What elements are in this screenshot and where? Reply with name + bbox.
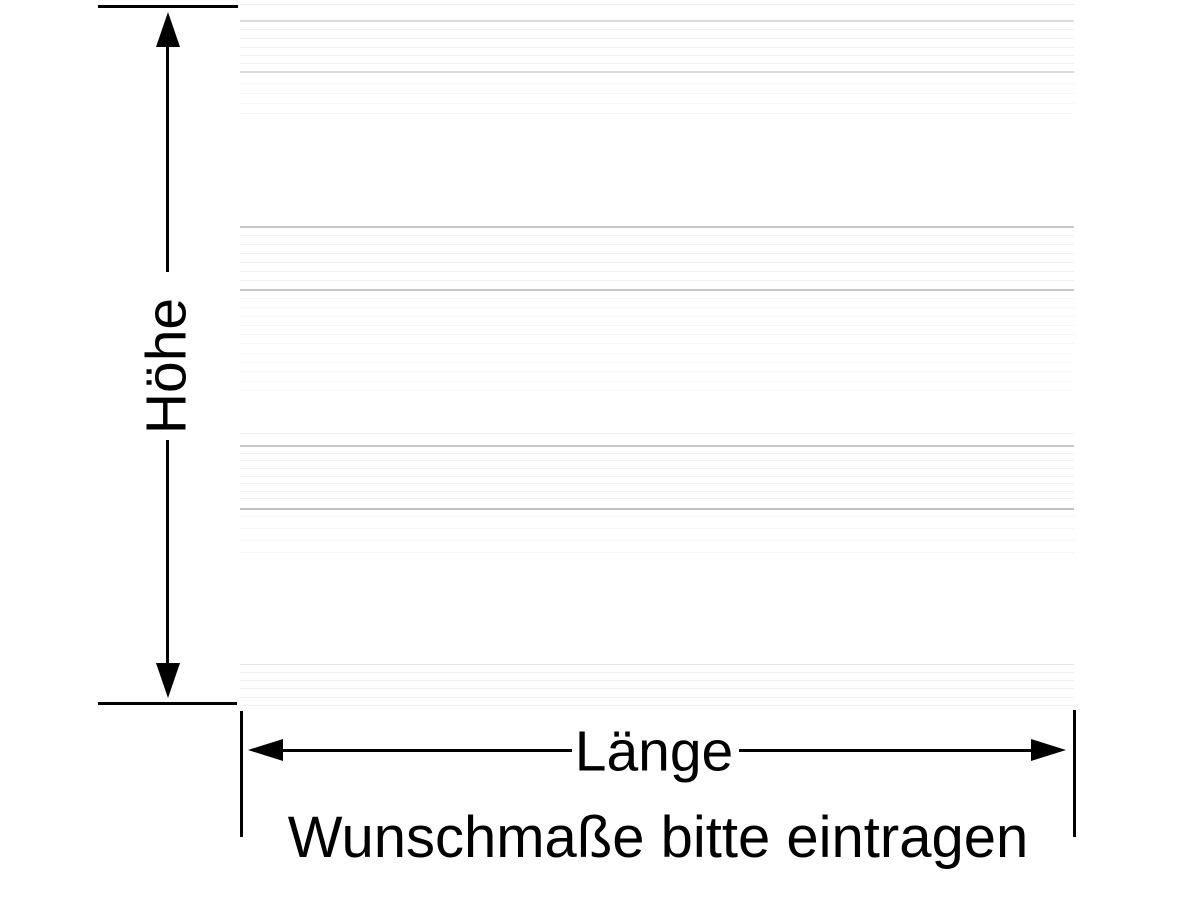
length-dimension-line-right — [739, 749, 1033, 752]
product-panel-image — [240, 0, 1074, 710]
panel-groove-line — [240, 353, 1074, 354]
panel-groove-line — [240, 244, 1074, 245]
panel-groove-line — [240, 516, 1074, 517]
panel-groove-line — [240, 93, 1074, 94]
panel-groove-line — [240, 55, 1074, 56]
length-dimension-line-left — [278, 749, 572, 752]
panel-groove-line — [240, 445, 1074, 447]
panel-groove-line — [240, 381, 1074, 382]
panel-groove-line — [240, 113, 1074, 114]
panel-groove-line — [240, 307, 1074, 308]
panel-groove-line — [240, 63, 1074, 64]
panel-groove-line — [240, 371, 1074, 372]
panel-groove-line — [240, 253, 1074, 254]
height-bottom-tick — [98, 702, 237, 705]
panel-groove-line — [240, 362, 1074, 363]
panel-groove-line — [240, 528, 1074, 529]
panel-groove-line — [240, 697, 1074, 698]
panel-groove-line — [240, 508, 1074, 510]
panel-groove-line — [240, 334, 1074, 335]
panel-groove-line — [240, 705, 1074, 706]
panel-groove-line — [240, 262, 1074, 263]
panel-groove-line — [240, 453, 1074, 454]
length-left-tick — [240, 711, 243, 837]
arrow-down-icon — [156, 663, 180, 698]
panel-groove-line — [240, 672, 1074, 673]
panel-groove-line — [240, 4, 1074, 5]
panel-groove-line — [240, 289, 1074, 291]
arrow-left-icon — [248, 739, 283, 761]
height-dimension-line-lower — [166, 440, 169, 666]
panel-groove-line — [240, 235, 1074, 236]
panel-groove-line — [240, 433, 1074, 434]
panel-groove-line — [240, 71, 1074, 73]
panel-groove-line — [240, 343, 1074, 344]
panel-groove-line — [240, 476, 1074, 477]
panel-groove-line — [240, 680, 1074, 681]
caption-text: Wunschmaße bitte eintragen — [287, 805, 1029, 870]
panel-groove-line — [240, 491, 1074, 492]
panel-groove-line — [240, 47, 1074, 48]
panel-groove-line — [240, 226, 1074, 228]
panel-groove-line — [240, 298, 1074, 299]
panel-groove-line — [240, 83, 1074, 84]
panel-groove-line — [240, 483, 1074, 484]
panel-groove-line — [240, 103, 1074, 104]
height-top-tick — [98, 5, 238, 8]
height-label: Höhe — [134, 297, 199, 435]
panel-groove-line — [240, 688, 1074, 689]
panel-groove-line — [240, 468, 1074, 469]
panel-groove-line — [240, 271, 1074, 272]
panel-groove-line — [240, 20, 1074, 22]
length-right-tick — [1073, 710, 1076, 837]
panel-groove-line — [240, 38, 1074, 39]
panel-groove-line — [240, 664, 1074, 665]
panel-groove-line — [240, 498, 1074, 499]
panel-groove-line — [240, 325, 1074, 326]
panel-groove-line — [240, 460, 1074, 461]
height-dimension-line-upper — [166, 38, 169, 272]
length-label: Länge — [574, 719, 734, 784]
panel-groove-line — [240, 29, 1074, 30]
panel-groove-line — [240, 280, 1074, 281]
panel-groove-line — [240, 552, 1074, 553]
panel-groove-line — [240, 540, 1074, 541]
panel-groove-line — [240, 390, 1074, 391]
panel-groove-line — [240, 316, 1074, 317]
arrow-right-icon — [1031, 739, 1066, 761]
